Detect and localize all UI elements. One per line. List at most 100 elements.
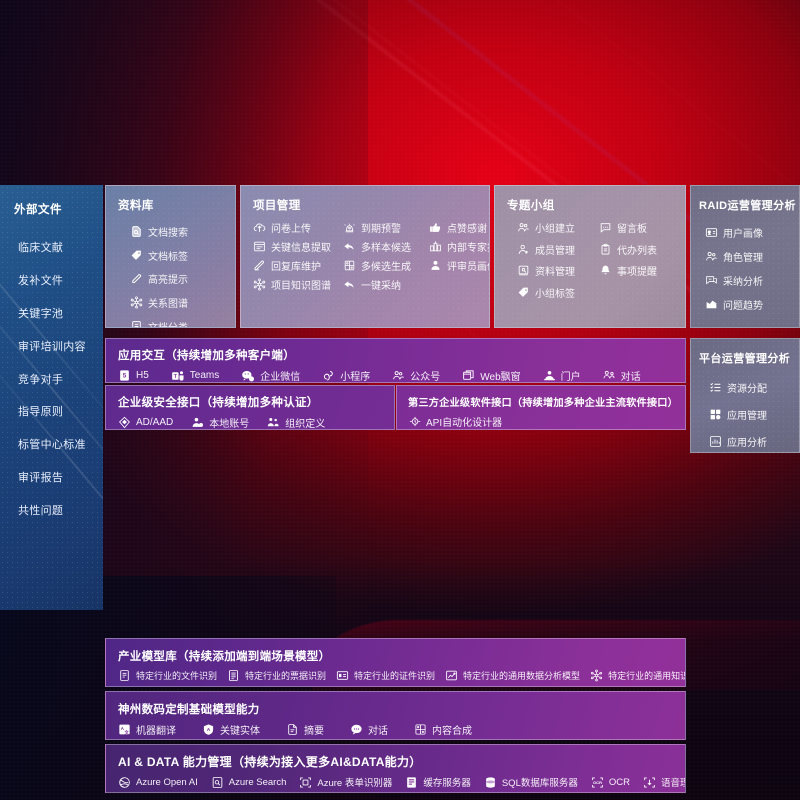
menu-item-web-floating-window[interactable]: Web飘窗	[462, 368, 521, 382]
menu-item-resource-allocation[interactable]: 资源分配	[709, 374, 799, 401]
sidebar-item-competitors[interactable]: 竞争对手	[18, 373, 64, 386]
menu-item-app-analysis[interactable]: 应用分析	[709, 428, 799, 452]
menu-item-industry-data-analysis-model[interactable]: 特定行业的通用数据分析模型	[445, 669, 580, 682]
menu-item-highlight-hint[interactable]: 高亮提示	[130, 267, 235, 291]
menu-item-summary[interactable]: 摘要	[286, 722, 324, 737]
row-security-items: AD/AAD 本地账号 组织定义	[106, 410, 394, 429]
menu-item-reply-library-maintain[interactable]: 回复库维护	[253, 258, 343, 273]
menu-item-document-tag[interactable]: 文档标签	[130, 244, 235, 268]
menu-item-todo-list[interactable]: 代办列表	[599, 242, 685, 257]
menu-item-miniprogram[interactable]: 小程序	[322, 368, 370, 382]
menu-item-adoption-analysis[interactable]: 采纳分析	[705, 268, 799, 292]
sidebar-item-review-training[interactable]: 审评培训内容	[18, 340, 86, 353]
sidebar-item-supplement-files[interactable]: 发补文件	[18, 275, 64, 288]
sidebar-item-common-issues[interactable]: 共性问题	[18, 504, 64, 517]
menu-label: 摘要	[304, 726, 324, 737]
menu-label: 多样本候选	[361, 243, 411, 254]
menu-item-content-composition[interactable]: 内容合成	[414, 722, 472, 737]
menu-item-group-tag[interactable]: 小组标签	[517, 285, 599, 300]
file-recog-icon	[118, 669, 131, 682]
api-gear-icon	[408, 415, 421, 428]
reply-icon	[343, 278, 356, 291]
menu-item-industry-receipt-recognition[interactable]: 特定行业的票据识别	[227, 669, 326, 682]
menu-item-group-create[interactable]: 小组建立	[517, 220, 599, 235]
menu-item-key-entity[interactable]: A 关键实体	[202, 722, 260, 737]
menu-label: 对话	[620, 372, 641, 383]
menu-item-azure-open-ai[interactable]: Azure Open AI	[118, 776, 198, 789]
shield-icon	[118, 416, 131, 429]
web-window-icon	[462, 369, 475, 382]
form-recognizer-icon	[299, 776, 312, 789]
menu-item-reviewer-profile[interactable]: 评审员画像	[429, 258, 489, 273]
menu-label: 高亮提示	[148, 275, 188, 287]
sidebar-item-review-report[interactable]: 审评报告	[18, 471, 64, 484]
menu-item-item-reminder[interactable]: 事项提醒	[599, 263, 685, 278]
menu-item-azure-search[interactable]: Azure Search	[211, 776, 286, 789]
menu-item-chat[interactable]: 对话	[350, 722, 388, 737]
panel-raid-items: 用户画像 角色管理 采纳分析 问题趋势	[691, 220, 799, 317]
sidebar-item-standards-center[interactable]: 标管中心标准	[18, 439, 86, 452]
menu-item-sql-database-server[interactable]: SQL数据库服务器	[484, 775, 578, 789]
menu-item-key-info-extract[interactable]: 关键信息提取	[253, 239, 343, 254]
menu-item-official-account[interactable]: 公众号	[392, 368, 440, 382]
menu-item-relation-graph[interactable]: 关系图谱	[130, 291, 235, 315]
menu-item-user-profile[interactable]: 用户画像	[705, 220, 799, 244]
menu-item-like-thanks[interactable]: 点赞感谢	[429, 220, 489, 235]
menu-item-material-management[interactable]: 资料管理	[517, 263, 599, 278]
menu-item-document-search[interactable]: 文档搜索	[130, 220, 235, 244]
row-application-interaction: 应用交互（持续增加多种客户端） 5 H5 T Teams 企业微信 小程序 公众…	[105, 338, 686, 383]
menu-label: 缓存服务器	[423, 778, 471, 789]
panel-project-title: 项目管理	[253, 200, 301, 212]
sidebar-item-clinical-literature[interactable]: 临床文献	[18, 242, 64, 255]
menu-item-org-definition[interactable]: 组织定义	[267, 415, 325, 429]
menu-item-dialog[interactable]: 对话	[603, 368, 641, 383]
menu-item-local-account[interactable]: 本地账号	[191, 415, 249, 429]
menu-item-industry-file-recognition[interactable]: 特定行业的文件识别	[118, 669, 217, 682]
menu-item-industry-id-recognition[interactable]: 特定行业的证件识别	[336, 669, 435, 682]
menu-item-app-management[interactable]: 应用管理	[709, 401, 799, 428]
menu-item-h5[interactable]: 5 H5	[118, 369, 149, 382]
message-board-icon	[599, 221, 612, 234]
archive-icon	[517, 264, 530, 277]
menu-label: Teams	[189, 370, 220, 381]
sidebar-item-keyword-pool[interactable]: 关键字池	[18, 307, 64, 320]
menu-item-multi-candidate-generate[interactable]: 多候选生成	[343, 258, 429, 273]
menu-item-role-management[interactable]: 角色管理	[705, 244, 799, 268]
menu-item-speech-understanding[interactable]: 语音理解	[643, 775, 685, 789]
trend-chart-icon	[705, 298, 718, 311]
menu-item-project-knowledge-graph[interactable]: 项目知识图谱	[253, 277, 343, 292]
sidebar-item-guidelines[interactable]: 指导原则	[18, 406, 64, 419]
svg-text:5: 5	[123, 373, 127, 380]
menu-label: SQL数据库服务器	[501, 778, 578, 789]
menu-item-internal-expert-ranking[interactable]: 内部专家排名	[429, 239, 489, 254]
menu-item-member-management[interactable]: 成员管理	[517, 242, 599, 257]
menu-item-api-designer[interactable]: API自动化设计器	[408, 414, 502, 429]
menu-item-cache-server[interactable]: 缓存服务器	[405, 775, 471, 789]
menu-item-ad-aad[interactable]: AD/AAD	[118, 416, 173, 429]
menu-item-one-click-adopt[interactable]: 一键采纳	[343, 277, 429, 292]
menu-item-message-board[interactable]: 留言板	[599, 220, 685, 235]
menu-item-industry-knowledge-graph-model[interactable]: 特定行业的通用知识图谱模型	[590, 669, 685, 682]
sidebar-list: 临床文献 发补文件 关键字池 审评培训内容 竞争对手 指导原则 标管中心标准 审…	[0, 231, 103, 526]
panel-library-items: 文档搜索 文档标签 高亮提示 关系图谱 文档分类	[106, 220, 235, 327]
menu-label: 小组标签	[535, 288, 575, 300]
menu-item-multi-sample-candidate[interactable]: 多样本候选	[343, 239, 429, 254]
menu-item-azure-form-recognizer[interactable]: Azure 表单识别器	[299, 775, 392, 789]
ranking-icon	[429, 240, 442, 253]
menu-label: 项目知识图谱	[271, 281, 331, 292]
menu-item-document-category[interactable]: 文档分类	[130, 314, 235, 327]
svg-text:A: A	[207, 727, 211, 733]
menu-item-expiry-alert[interactable]: 到期预警	[343, 220, 429, 235]
menu-item-portal[interactable]: 门户	[543, 368, 581, 382]
org-icon	[267, 416, 280, 429]
menu-item-teams[interactable]: T Teams	[171, 369, 219, 383]
menu-item-wechat-work[interactable]: 企业微信	[241, 368, 300, 382]
menu-label: 文档分类	[148, 319, 188, 327]
menu-item-questionnaire-upload[interactable]: 问卷上传	[253, 220, 343, 235]
menu-item-issue-trend[interactable]: 问题趋势	[705, 293, 799, 317]
row-ai-data-capability: AI & DATA 能力管理（持续为接入更多AI&DATA能力） Azure O…	[105, 744, 686, 793]
row-aidata-title: AI & DATA 能力管理（持续为接入更多AI&DATA能力）	[118, 755, 422, 769]
menu-item-ocr[interactable]: OCR OCR	[591, 776, 630, 789]
